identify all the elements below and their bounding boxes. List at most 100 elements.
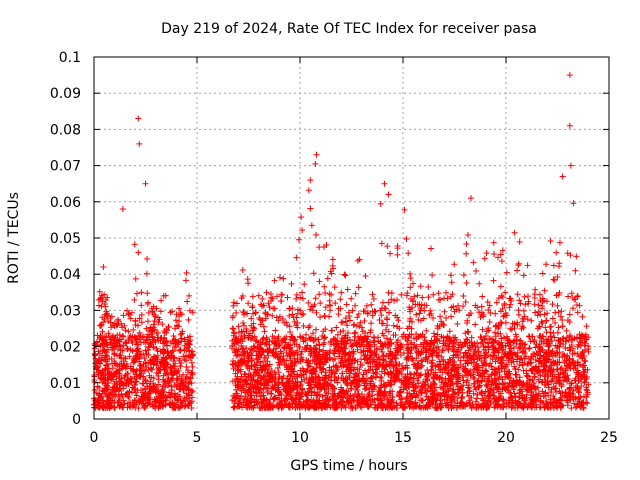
data-point [352, 370, 359, 377]
data-point [585, 343, 592, 350]
data-point [279, 315, 286, 322]
data-point [422, 337, 429, 344]
data-point [561, 359, 568, 366]
data-point [127, 363, 134, 370]
data-point [553, 403, 560, 410]
data-point [156, 394, 163, 401]
data-point [302, 337, 309, 344]
data-point [554, 302, 561, 309]
data-point [360, 395, 367, 402]
data-point [154, 358, 161, 365]
data-point [500, 334, 507, 341]
data-point [249, 293, 256, 300]
data-point [288, 360, 295, 367]
data-point [271, 277, 278, 284]
data-point [234, 348, 241, 355]
data-point [549, 348, 556, 355]
data-point [279, 291, 286, 298]
data-point [517, 355, 524, 362]
data-point [374, 404, 381, 411]
data-point [251, 398, 258, 405]
data-point [528, 392, 535, 399]
data-point [554, 358, 561, 365]
data-point [440, 356, 447, 363]
data-point [244, 310, 251, 317]
data-point [281, 344, 288, 351]
data-point [417, 387, 424, 394]
data-point [101, 291, 108, 298]
data-point [564, 352, 571, 359]
data-point [438, 375, 445, 382]
data-point [532, 356, 539, 363]
data-point [306, 382, 313, 389]
data-point [243, 377, 250, 384]
data-point [317, 384, 324, 391]
data-point [570, 357, 577, 364]
data-point [332, 401, 339, 408]
data-point [282, 339, 289, 346]
data-point [327, 404, 334, 411]
data-point [229, 314, 236, 321]
data-point [436, 349, 442, 356]
y-tick-label: 0.01 [50, 376, 81, 392]
data-point [280, 275, 287, 282]
data-point [585, 334, 592, 341]
data-point [354, 346, 361, 353]
data-point [535, 343, 542, 350]
data-point [264, 358, 271, 365]
data-point [464, 359, 471, 366]
data-point [436, 358, 443, 365]
data-point [428, 360, 435, 367]
data-point [183, 357, 190, 364]
data-point [413, 391, 420, 398]
data-point [326, 301, 333, 308]
data-point [237, 377, 244, 384]
data-point [129, 339, 136, 346]
data-point [557, 340, 564, 347]
data-point [391, 297, 398, 304]
data-point [111, 343, 118, 350]
data-point [500, 363, 507, 370]
data-point [342, 376, 349, 383]
data-point [384, 369, 391, 376]
data-point [387, 250, 394, 257]
data-point [405, 334, 412, 341]
data-point [322, 349, 329, 356]
data-point [275, 384, 282, 391]
data-point [429, 350, 436, 357]
data-point [535, 378, 542, 385]
data-point [238, 393, 245, 400]
data-point [488, 339, 495, 346]
data-point [317, 356, 324, 363]
data-point [428, 396, 435, 403]
data-point [103, 334, 110, 341]
data-point [313, 151, 320, 158]
data-point [567, 397, 574, 404]
data-point [529, 376, 536, 383]
data-point [125, 394, 132, 401]
data-point [467, 195, 474, 202]
data-point [565, 390, 572, 397]
data-point [292, 349, 299, 356]
data-point [248, 392, 255, 399]
data-point [284, 396, 291, 403]
data-point [187, 374, 194, 381]
data-point [470, 359, 477, 366]
data-point [183, 269, 190, 276]
data-point [99, 314, 106, 321]
data-point [280, 344, 287, 351]
data-point [427, 399, 434, 406]
data-point [472, 343, 479, 350]
data-point [475, 349, 482, 356]
data-point [259, 317, 266, 324]
data-point [535, 366, 542, 373]
data-point [546, 364, 553, 371]
data-point [299, 289, 306, 296]
data-point [344, 382, 351, 389]
data-point [486, 318, 493, 325]
data-point [378, 312, 385, 319]
data-point [140, 395, 147, 402]
data-point [132, 381, 139, 388]
data-point [483, 250, 490, 257]
data-point [180, 386, 187, 393]
